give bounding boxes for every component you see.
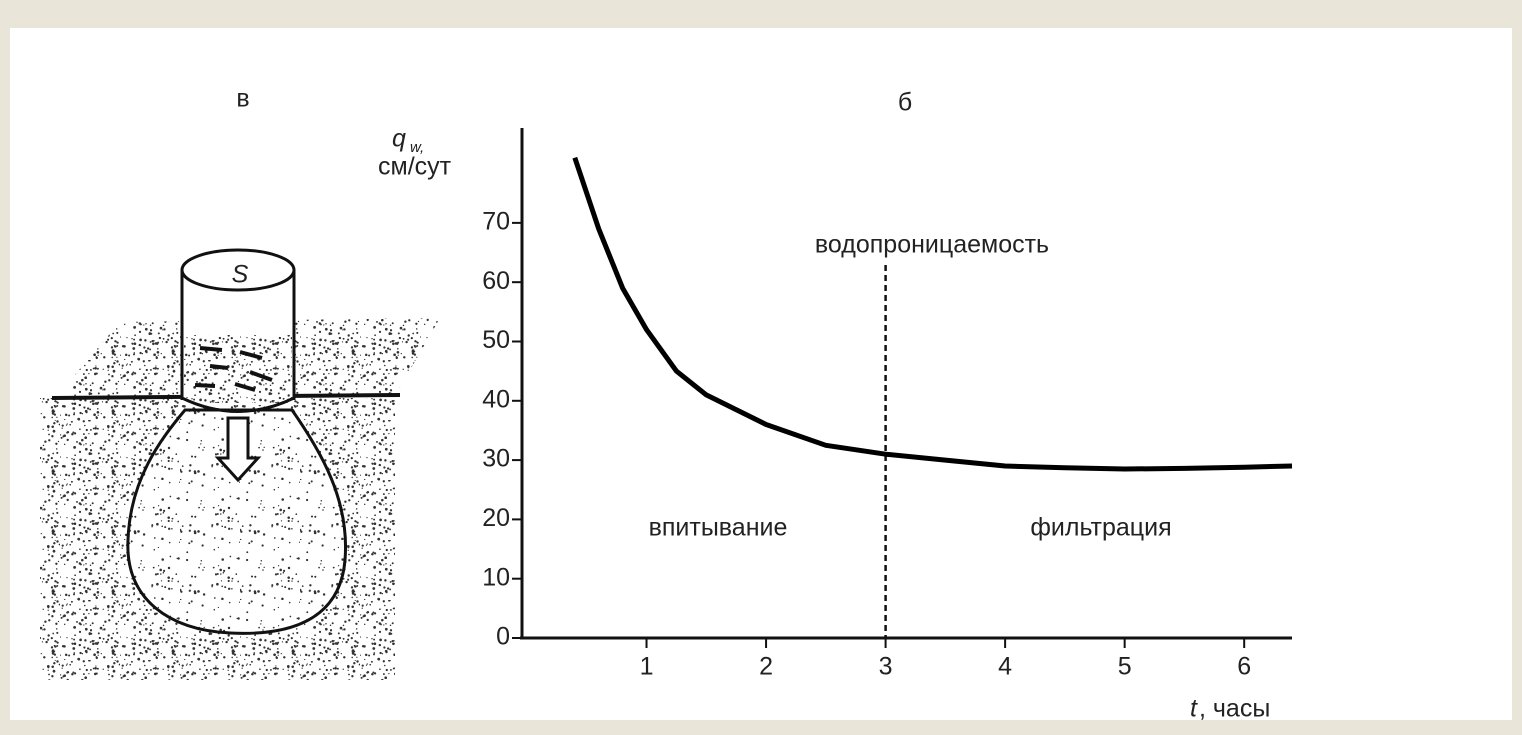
cylinder-top (180, 248, 296, 292)
annotation: впитывание (649, 514, 788, 542)
x-tick-label: 3 (879, 653, 893, 681)
y-tick-label: 10 (482, 563, 510, 591)
panel-label: в (236, 85, 249, 113)
wetting-bulb (126, 408, 348, 635)
y-tick-label: 50 (482, 326, 510, 354)
water-dashes (194, 346, 273, 392)
panel-label: б (898, 89, 912, 117)
y-tick-label: 40 (482, 385, 510, 413)
y-label-subscript: w, (410, 139, 424, 156)
x-label-unit: , часы (1199, 695, 1270, 723)
y-tick-label: 60 (482, 267, 510, 295)
annotation: фильтрация (1030, 514, 1171, 542)
y-tick-label: 70 (482, 207, 510, 235)
x-label-symbol: t (1190, 695, 1198, 723)
y-tick-label: 20 (482, 504, 510, 532)
cylinder-water (184, 335, 292, 403)
cylinder-bottom (181, 396, 295, 413)
y-label-unit: см/сут (378, 153, 452, 181)
y-tick-label: 30 (482, 445, 510, 473)
cylinder-label: S (232, 261, 249, 289)
y-label-symbol: q (392, 125, 406, 153)
curve (572, 156, 1293, 472)
soil-diagram: S в (40, 85, 440, 680)
x-tick-label: 6 (1237, 653, 1251, 681)
y-tick-label: 0 (496, 623, 510, 651)
flow-arrow (214, 416, 262, 483)
x-tick-label: 5 (1118, 653, 1132, 681)
x-tick-label: 2 (759, 653, 773, 681)
x-tick-label: 1 (640, 653, 654, 681)
x-tick-label: 4 (998, 653, 1012, 681)
annotation: водопроницаемость (815, 231, 1049, 259)
chart: 0 10 20 30 40 50 60 70 1 2 3 4 5 6 б q w,см/сут t, часы во… (378, 89, 1293, 723)
